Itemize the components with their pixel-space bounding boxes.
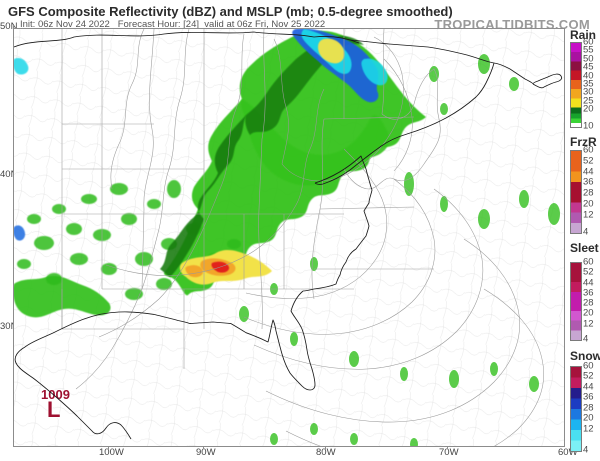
- svg-text:L: L: [47, 397, 60, 422]
